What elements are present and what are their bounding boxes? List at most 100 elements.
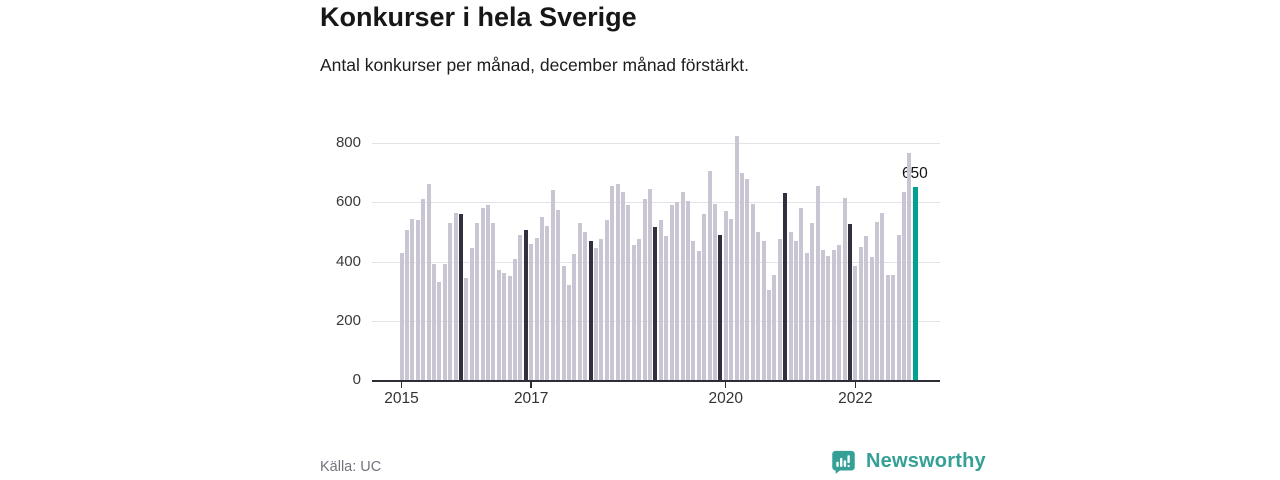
x-tick-label: 2015 [384,390,419,407]
bar-2016-05 [485,205,490,380]
bar-2016-03 [475,223,480,380]
bar-2015-07 [431,264,436,380]
bar-2020-02 [729,218,734,380]
bar-2020-07 [756,231,761,380]
bar-2016-09 [507,276,512,380]
bar-2021-04 [804,252,809,380]
bar-2016-12 [523,230,528,380]
bar-2022-06 [880,212,885,380]
bar-2021-06 [815,185,820,380]
bar-2020-08 [761,240,766,380]
bar-2022-07 [885,274,890,380]
bar-2019-01 [658,220,663,380]
bar-2019-03 [669,205,674,380]
bar-2018-01 [594,248,599,380]
bar-2015-05 [421,199,426,380]
bar-2015-11 [453,212,458,380]
bar-2020-09 [766,289,771,380]
bar-2015-12 [458,214,463,380]
bar-2021-01 [788,231,793,380]
bar-2017-05 [550,190,555,380]
bar-2018-04 [610,185,615,380]
bar-2017-01 [529,243,534,380]
newsworthy-logo-icon [830,448,857,475]
bar-2020-11 [777,239,782,380]
bar-2019-06 [685,200,690,380]
bar-2018-02 [599,239,604,380]
y-tick-label: 800 [335,134,361,151]
bar-2017-11 [583,231,588,380]
x-axis-line [372,380,940,382]
chart-title: Konkurser i hela Sverige [320,2,637,32]
bar-2020-06 [750,203,755,380]
x-tick-mark [400,382,403,388]
bar-2015-02 [404,230,409,380]
bar-2019-09 [702,214,707,380]
bar-2020-05 [745,178,750,380]
bar-2022-11 [907,153,912,380]
bar-2021-05 [810,223,815,380]
bar-2019-08 [696,251,701,380]
bar-2018-10 [642,199,647,380]
bar-2022-05 [875,221,880,380]
x-tick-mark [724,382,727,388]
bar-2016-08 [502,273,507,380]
bar-2019-04 [675,202,680,380]
bar-2021-03 [799,208,804,380]
bar-2021-02 [793,240,798,380]
x-tick-label: 2020 [708,390,743,407]
bar-2022-01 [853,265,858,380]
bar-2017-10 [577,223,582,380]
bar-2020-04 [739,172,744,380]
bar-2017-08 [567,285,572,380]
bar-2018-05 [615,184,620,380]
bar-2021-12 [848,224,853,380]
grid-line [372,202,940,204]
y-tick-label: 400 [335,252,361,270]
bar-2015-06 [426,184,431,380]
bar-2016-04 [480,208,485,380]
x-tick-label: 2017 [513,390,549,407]
bar-2017-03 [540,217,544,380]
chart-subtitle: Antal konkurser per månad, december måna… [320,55,749,75]
bar-2019-02 [664,236,669,380]
bar-2016-11 [518,234,523,380]
bar-2016-02 [469,248,474,380]
bar-2017-07 [561,265,566,380]
bar-2018-07 [626,205,631,380]
brand: Newsworthy [830,448,986,475]
bar-2018-11 [648,188,653,380]
bar-2022-10 [902,191,907,380]
bar-2022-03 [864,236,869,380]
bar-2021-07 [821,249,825,380]
bar-2022-04 [869,257,874,380]
bar-2021-08 [826,255,831,380]
bar-2020-10 [772,274,777,380]
y-tick-label: 200 [335,311,361,329]
bar-2015-01 [399,252,404,380]
bar-2020-12 [783,193,788,380]
bar-2017-04 [545,225,550,380]
bar-2016-10 [512,258,517,380]
bar-2021-09 [831,249,836,380]
bar-2015-03 [410,218,415,380]
x-tick-mark [530,382,532,388]
bar-2017-12 [588,240,593,380]
bar-2022-08 [891,274,896,380]
bar-2018-03 [604,220,609,380]
bar-2022-12 [912,187,918,380]
bar-2015-09 [442,264,447,380]
bar-2016-01 [464,277,469,380]
latest-value-label: 650 [901,165,928,183]
y-tick-label: 600 [335,193,361,211]
bar-2015-08 [437,282,442,380]
bar-2019-10 [707,171,712,380]
bar-2018-12 [653,227,658,380]
bar-2022-02 [858,246,863,380]
bar-2018-06 [621,191,626,380]
bar-2015-04 [415,220,420,380]
y-tick-label: 0 [352,371,361,388]
bar-2019-12 [718,234,723,380]
source-label: Källa: UC [320,459,382,475]
